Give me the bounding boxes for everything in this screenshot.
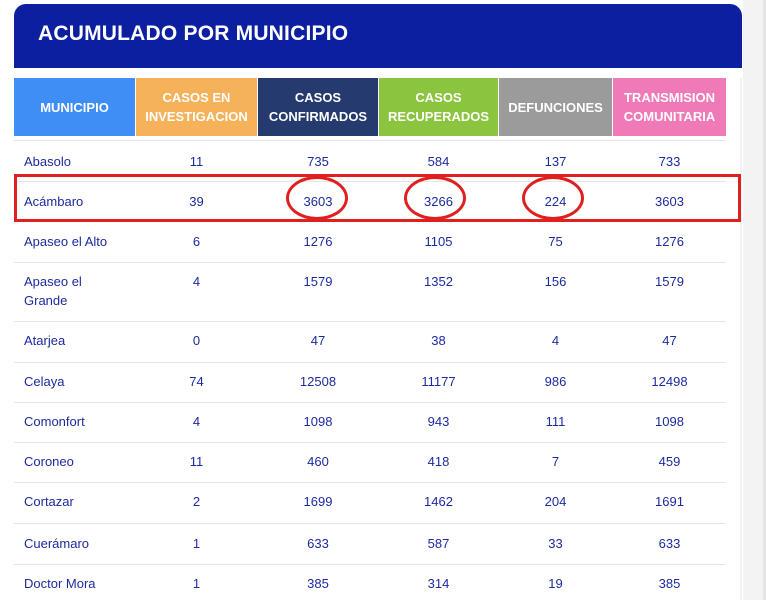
table-row: Celaya 74 12508 11177 986 12498	[14, 363, 726, 403]
casos-confirmados: 385	[307, 576, 329, 591]
transmision-comunitaria: 47	[662, 333, 677, 348]
defunciones: 204	[544, 494, 567, 509]
defunciones: 4	[551, 333, 560, 348]
casos-investigacion: 6	[192, 234, 201, 249]
transmision-comunitaria: 3603	[655, 194, 684, 209]
casos-recuperados: 1462	[424, 494, 453, 509]
highlight-circle-confirmados	[286, 176, 348, 220]
casos-recuperados: 1105	[424, 234, 453, 249]
casos-investigacion: 4	[192, 414, 201, 429]
table-scrollbar[interactable]	[740, 78, 742, 600]
municipio-name: Comonfort	[24, 414, 85, 429]
adjacent-panel-edge	[743, 0, 766, 600]
highlight-circle-recuperados	[404, 176, 466, 220]
casos-recuperados: 314	[427, 576, 450, 591]
header-defunciones: DEFUNCIONES	[499, 78, 612, 136]
transmision-comunitaria: 1691	[655, 494, 684, 509]
casos-investigacion: 74	[189, 374, 204, 389]
casos-recuperados: 943	[427, 414, 450, 429]
municipio-table: MUNICIPIO CASOS EN INVESTIGACION CASOS CON…	[14, 78, 726, 600]
casos-investigacion: 11	[189, 454, 204, 469]
defunciones: 19	[548, 576, 563, 591]
municipio-name: Acámbaro	[24, 194, 84, 209]
adjacent-card	[763, 0, 766, 600]
header-investigacion: CASOS EN INVESTIGACION	[136, 78, 257, 136]
municipio-name: Apaseo el Grande	[24, 274, 82, 308]
casos-recuperados: 584	[427, 154, 450, 169]
casos-confirmados: 1098	[303, 414, 333, 429]
transmision-comunitaria: 12498	[651, 374, 688, 389]
table-row: Abasolo 11 735 584 137 733	[14, 140, 726, 182]
defunciones: 7	[551, 454, 560, 469]
municipio-panel: ACUMULADO POR MUNICIPIO MUNICIPIO CASOS …	[14, 4, 742, 600]
highlight-rectangle-acambaro	[14, 174, 741, 222]
table-row: Apaseo el Grande 4 1579 1352 156 1579	[14, 263, 726, 322]
municipio-name: Cuerámaro	[24, 536, 90, 551]
table-row: Cuerámaro 1 633 587 33 633	[14, 524, 726, 565]
header-confirmados: CASOS CONFIRMADOS	[258, 78, 378, 136]
casos-investigacion: 1	[192, 576, 201, 591]
transmision-comunitaria: 1579	[655, 274, 684, 289]
casos-recuperados: 38	[431, 333, 446, 348]
defunciones: 111	[545, 414, 566, 429]
header-municipio: MUNICIPIO	[14, 78, 135, 136]
casos-confirmados: 633	[307, 536, 329, 551]
defunciones: 137	[544, 154, 567, 169]
casos-confirmados: 1579	[303, 274, 333, 289]
casos-confirmados: 1699	[303, 494, 333, 509]
table-row: Comonfort 4 1098 943 111 1098	[14, 403, 726, 443]
casos-recuperados: 587	[427, 536, 450, 551]
casos-recuperados: 11177	[421, 374, 456, 389]
transmision-comunitaria: 385	[658, 576, 681, 591]
municipio-name: Coroneo	[24, 454, 74, 469]
casos-confirmados: 12508	[299, 374, 337, 389]
table-row: Cortazar 2 1699 1462 204 1691	[14, 483, 726, 524]
transmision-comunitaria: 733	[658, 154, 681, 169]
municipio-name: Apaseo el Alto	[24, 234, 108, 249]
table-row: Doctor Mora 1 385 314 19 385	[14, 565, 726, 600]
table-row: Apaseo el Alto 6 1276 1105 75 1276	[14, 222, 726, 263]
panel-header: ACUMULADO POR MUNICIPIO	[14, 4, 742, 68]
casos-investigacion: 11	[189, 154, 204, 169]
municipio-name: Atarjea	[24, 333, 66, 348]
municipio-name: Abasolo	[24, 154, 71, 169]
casos-confirmados: 735	[307, 154, 329, 169]
transmision-comunitaria: 1276	[655, 234, 684, 249]
transmision-comunitaria: 459	[658, 454, 681, 469]
municipio-name: Doctor Mora	[24, 576, 96, 591]
defunciones: 986	[544, 374, 567, 389]
casos-confirmados: 1276	[303, 234, 333, 249]
header-recuperados: CASOS RECUPERADOS	[379, 78, 498, 136]
municipio-name: Cortazar	[24, 494, 74, 509]
casos-investigacion: 1	[192, 536, 201, 551]
municipio-name: Celaya	[24, 374, 65, 389]
casos-investigacion: 2	[192, 494, 201, 509]
table-row: Coroneo 11 460 418 7 459	[14, 443, 726, 483]
highlight-circle-defunciones	[522, 176, 584, 220]
panel-title: ACUMULADO POR MUNICIPIO	[38, 22, 349, 45]
defunciones: 33	[548, 536, 563, 551]
defunciones: 75	[548, 234, 563, 249]
casos-recuperados: 1352	[424, 274, 453, 289]
transmision-comunitaria: 1098	[655, 414, 684, 429]
header-comunitaria: TRANSMISION COMUNITARIA	[613, 78, 726, 136]
casos-investigacion: 4	[192, 274, 201, 289]
table-row: Atarjea 0 47 38 4 47	[14, 322, 726, 363]
casos-investigacion: 0	[192, 333, 201, 348]
casos-confirmados: 47	[310, 333, 326, 348]
defunciones: 156	[544, 274, 567, 289]
casos-investigacion: 39	[189, 194, 204, 209]
casos-confirmados: 460	[307, 454, 329, 469]
transmision-comunitaria: 633	[658, 536, 681, 551]
casos-recuperados: 418	[427, 454, 450, 469]
